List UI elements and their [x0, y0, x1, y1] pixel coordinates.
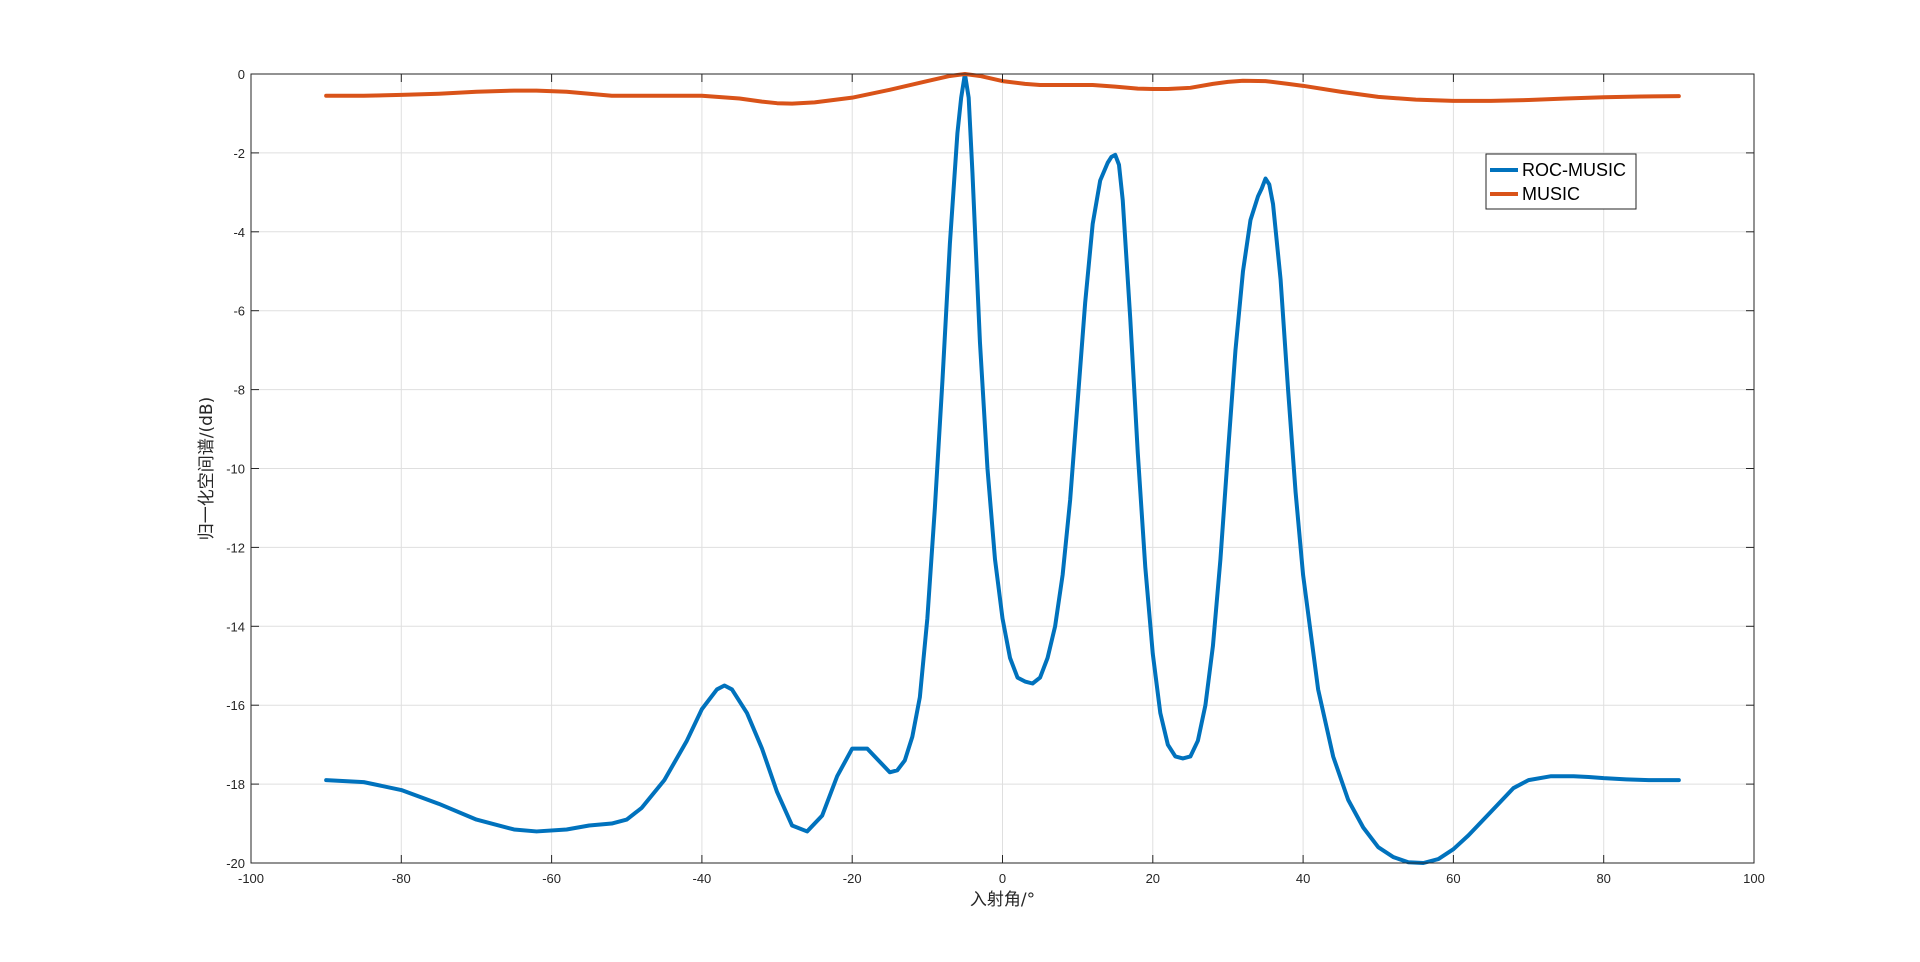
- x-tick-label: 60: [1446, 871, 1460, 886]
- y-tick-label: -18: [226, 777, 245, 792]
- legend-label-roc-music: ROC-MUSIC: [1522, 160, 1626, 180]
- series-lines: [324, 72, 1681, 865]
- y-tick-label: -2: [233, 146, 245, 161]
- series-line-music: [324, 72, 1681, 106]
- y-tick-label: -16: [226, 698, 245, 713]
- y-tick-label: -12: [226, 540, 245, 555]
- y-tick-label: -4: [233, 225, 245, 240]
- x-tick-label: 100: [1743, 871, 1765, 886]
- ticks: [250, 73, 1755, 864]
- legend-box: [1485, 153, 1637, 210]
- y-tick-label: -6: [233, 304, 245, 319]
- legend: ROC-MUSIC MUSIC: [1485, 153, 1637, 210]
- x-tick-label: -20: [843, 871, 862, 886]
- x-tick-label: 0: [999, 871, 1006, 886]
- y-tick-label: -8: [233, 383, 245, 398]
- series-line-roc-music: [324, 72, 1681, 865]
- legend-label-music: MUSIC: [1522, 184, 1580, 204]
- y-tick-label: 0: [238, 67, 245, 82]
- x-axis-title: 入射角/°: [970, 890, 1035, 910]
- x-tick-label: 40: [1296, 871, 1310, 886]
- x-tick-label: -80: [392, 871, 411, 886]
- x-tick-label: 20: [1146, 871, 1160, 886]
- x-tick-label: -100: [238, 871, 264, 886]
- tick-labels: -100 -80 -60 -40 -20 0 20 40 60 80 100 0 -2 -4 -6 -8 -10…: [226, 67, 1765, 886]
- y-axis-title: 归一化空间谱/(dB): [197, 397, 217, 540]
- y-tick-label: -20: [226, 856, 245, 871]
- x-tick-label: -60: [542, 871, 561, 886]
- y-tick-label: -14: [226, 619, 245, 634]
- x-tick-label: -40: [693, 871, 712, 886]
- x-tick-label: 80: [1596, 871, 1610, 886]
- y-tick-label: -10: [226, 462, 245, 477]
